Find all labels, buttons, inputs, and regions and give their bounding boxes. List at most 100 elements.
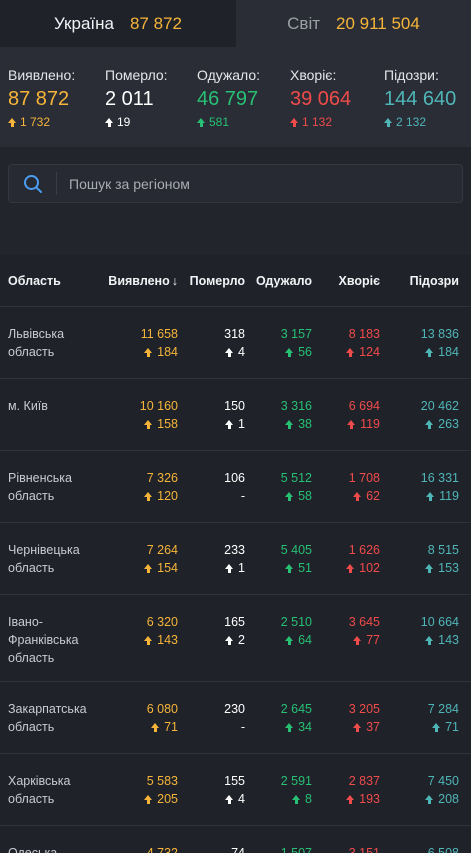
cell-sick-delta: 124	[346, 343, 380, 361]
cell-found: 10 160 158	[104, 397, 178, 450]
cell-dead-delta-value: 1	[238, 561, 245, 575]
cell-dead-delta: -	[241, 718, 245, 736]
search-input[interactable]	[57, 175, 462, 192]
cell-rec-delta: 56	[285, 343, 312, 361]
cell-found-value: 6 080	[146, 702, 178, 716]
tab-world-value: 20 911 504	[336, 13, 420, 33]
summary-susp-label: Підозри:	[384, 67, 439, 83]
cell-susp-delta-value: 184	[438, 345, 459, 359]
cell-sick-delta-value: 124	[359, 345, 380, 359]
cell-susp-delta-value: 263	[438, 417, 459, 431]
cell-rec-value: 5 512	[280, 471, 312, 485]
cell-found-value: 10 160	[139, 399, 178, 413]
tab-world-label: Світ	[287, 13, 321, 33]
cell-dead-value: 155	[224, 774, 245, 788]
table-row[interactable]: Харківська область 5 583 205 155 4 2 591 8 2 837…	[0, 754, 471, 826]
arrow-up-icon	[292, 794, 301, 804]
header-sick[interactable]: Хворіє	[338, 273, 380, 288]
cell-found-delta: 158	[144, 415, 178, 433]
cell-susp-delta: 119	[426, 487, 459, 505]
table-row[interactable]: м. Київ 10 160 158 150 1 3 316 38 6 694 119 20 46…	[0, 379, 471, 451]
arrow-up-icon	[353, 635, 362, 645]
cell-dead: 318 4	[178, 325, 245, 378]
cell-rec-delta-value: 34	[298, 720, 312, 734]
region-name: Одеська область	[0, 844, 104, 853]
cell-rec: 1 507-	[245, 844, 312, 853]
cell-susp-value: 6 508	[427, 846, 459, 853]
cell-sick: 3 205 37	[312, 700, 380, 753]
arrow-up-icon	[425, 347, 434, 357]
header-susp[interactable]: Підозри	[409, 273, 459, 288]
header-region[interactable]: Область	[8, 273, 61, 288]
cell-sick-value: 3 645	[348, 615, 380, 629]
header-found-label: Виявлено	[108, 273, 170, 288]
cell-found: 6 320 143	[104, 613, 178, 681]
region-name-line: Одеська область	[8, 846, 58, 853]
cell-sick: 2 837 193	[312, 772, 380, 825]
summary-susp-delta: 2 132	[384, 115, 470, 129]
cell-dead: 233 1	[178, 541, 245, 594]
header-dead[interactable]: Померло	[189, 273, 245, 288]
table-row[interactable]: Закарпатська область 6 080 71 230-2 645 34 3 2…	[0, 682, 471, 754]
cell-rec-delta: 64	[285, 631, 312, 649]
arrow-up-icon	[144, 794, 153, 804]
cell-dead-delta: 1	[225, 559, 245, 577]
arrow-up-icon	[285, 347, 294, 357]
cell-found-delta: 120	[144, 487, 178, 505]
cell-susp: 16 331 119	[380, 469, 459, 522]
cell-found-value: 4 732	[146, 846, 178, 853]
cell-sick: 3 151160	[312, 844, 380, 853]
arrow-up-icon	[346, 347, 355, 357]
cell-sick-delta-value: 62	[366, 489, 380, 503]
cell-susp-delta: 153	[425, 559, 459, 577]
table-row[interactable]: Львівська область 11 658 184 318 4 3 157 56 8 18…	[0, 307, 471, 379]
region-name: Чернівецька область	[0, 541, 104, 594]
cell-dead-delta: 4	[225, 790, 245, 808]
header-found[interactable]: Виявлено ↓	[104, 274, 178, 288]
cell-found-value: 7 264	[146, 543, 178, 557]
tab-ukraine[interactable]: Україна 87 872	[0, 0, 236, 47]
arrow-up-icon	[105, 117, 113, 127]
table-row[interactable]: Івано- Франківська область 6 320 143 165 2 2 51…	[0, 595, 471, 682]
search-icon[interactable]	[9, 172, 57, 195]
region-name-line: м. Київ	[8, 399, 48, 413]
cell-susp-value: 20 462	[420, 399, 459, 413]
region-name-line: Чернівецька	[8, 543, 80, 557]
summary-susp-value: 144 640	[384, 88, 457, 110]
table-row[interactable]: Одеська область 4 73216074-1 507-3 151160…	[0, 826, 471, 853]
arrow-down-icon: ↓	[171, 273, 178, 288]
cell-susp: 8 515 153	[380, 541, 459, 594]
cell-sick: 1 626 102	[312, 541, 380, 594]
arrow-up-icon	[225, 347, 234, 357]
cell-susp-delta: 184	[425, 343, 459, 361]
table-row[interactable]: Чернівецька область 7 264 154 233 1 5 405 51 1 6…	[0, 523, 471, 595]
arrow-up-icon	[8, 117, 16, 127]
cell-dead-value: 74	[231, 846, 245, 853]
cell-rec-delta: 58	[285, 487, 312, 505]
cell-sick-delta-value: 37	[366, 720, 380, 734]
header-rec[interactable]: Одужало	[256, 273, 312, 288]
table-body: Львівська область 11 658 184 318 4 3 157 56 8 18…	[0, 307, 471, 853]
arrow-up-icon	[225, 635, 234, 645]
arrow-up-icon	[151, 722, 160, 732]
cell-dead-value: 230	[224, 702, 245, 716]
cell-sick-value: 1 626	[348, 543, 380, 557]
arrow-up-icon	[144, 563, 153, 573]
cell-dead-delta-value: 4	[238, 345, 245, 359]
region-name-line: Львівська	[8, 327, 65, 341]
cell-susp-delta-value: 71	[445, 720, 459, 734]
arrow-up-icon	[285, 419, 294, 429]
region-name: Рівненська область	[0, 469, 104, 522]
cell-rec-value: 1 507	[280, 846, 312, 853]
cell-dead: 74-	[178, 844, 245, 853]
cell-rec-delta-value: 51	[298, 561, 312, 575]
tab-world[interactable]: Світ 20 911 504	[236, 0, 471, 47]
search-box[interactable]	[8, 164, 463, 203]
cell-sick-value: 3 151	[348, 846, 380, 853]
summary-panel: Виявлено: 87 872 1 732 Померло: 2 011 19…	[0, 47, 471, 147]
cell-susp-delta: 143	[425, 631, 459, 649]
table-row[interactable]: Рівненська область 7 326 120 106-5 512 58 1 70…	[0, 451, 471, 523]
summary-rec-delta: 581	[197, 115, 290, 129]
cell-sick-delta: 37	[353, 718, 380, 736]
cell-rec-value: 2 510	[280, 615, 312, 629]
